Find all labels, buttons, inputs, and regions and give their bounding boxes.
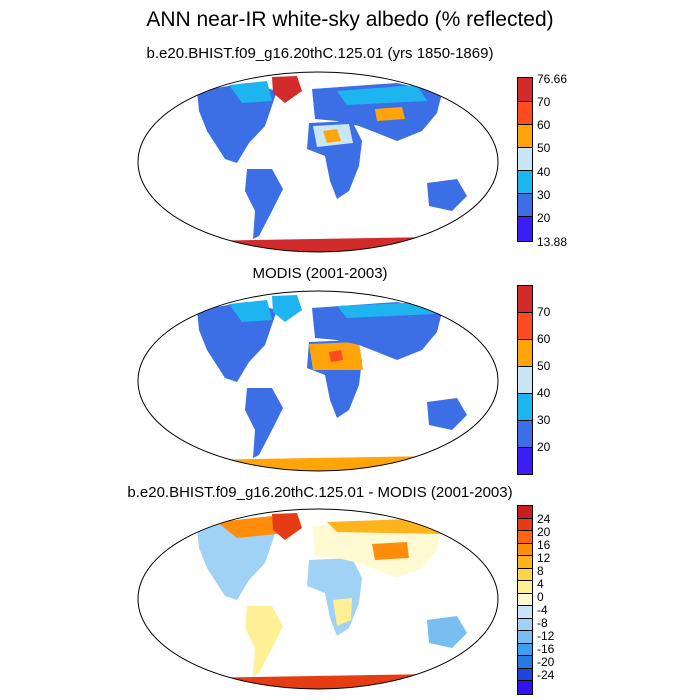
colorbar-1-seg-5 [518,171,532,194]
colorbar-3-tick: -8 [537,616,548,630]
colorbar-1-tick: 30 [537,188,551,202]
colorbar-1-tick: 20 [537,211,551,225]
colorbar-3-seg-6 [518,569,532,581]
colorbar-3-seg-14 [518,669,532,681]
colorbar-3-tick: -16 [537,642,555,656]
panel-2-colorbar [517,285,533,475]
colorbar-2-seg-2 [518,313,532,340]
colorbar-2-seg-7 [518,448,532,474]
colorbar-3-seg-15 [518,681,532,694]
colorbar-3-tick: 20 [537,525,551,539]
colorbar-3-seg-10 [518,619,532,631]
colorbar-2-tick: 70 [537,305,551,319]
colorbar-2-tick: 50 [537,359,551,373]
colorbar-3-tick: 8 [537,564,544,578]
panel-2-title: MODIS (2001-2003) [252,265,388,282]
colorbar-2-tick: 30 [537,413,551,427]
colorbar-3-tick: -24 [537,668,555,682]
colorbar-3-seg-4 [518,544,532,556]
colorbar-3-seg-13 [518,656,532,669]
panel-3-title: b.e20.BHIST.f09_g16.20thC.125.01 - MODIS… [127,484,513,501]
colorbar-3-seg-2 [518,519,532,531]
colorbar-2-seg-4 [518,367,532,394]
panel-1-title: b.e20.BHIST.f09_g16.20thC.125.01 (yrs 18… [146,45,494,62]
colorbar-3-seg-9 [518,606,532,619]
colorbar-1-tick: 40 [537,165,551,179]
colorbar-3-tick: -4 [537,603,548,617]
panel-3-colorbar [517,505,533,695]
colorbar-1-tick: 76.66 [537,72,568,86]
panel-1-colorbar [517,77,533,242]
main-title: ANN near-IR white-sky albedo (% reflecte… [146,8,554,31]
colorbar-1-seg-6 [518,194,532,217]
colorbar-2-tick: 20 [537,440,551,454]
colorbar-1-tick: 60 [537,118,551,132]
colorbar-1-seg-4 [518,148,532,171]
colorbar-3-seg-11 [518,631,532,644]
colorbar-3-tick: 24 [537,512,551,526]
colorbar-2-tick: 60 [537,332,551,346]
colorbar-1-seg-7 [518,217,532,241]
colorbar-1-tick: 70 [537,95,551,109]
colorbar-3-tick: -12 [537,629,555,643]
colorbar-2-seg-6 [518,421,532,448]
colorbar-1-seg-1 [518,78,532,102]
colorbar-2-seg-3 [518,340,532,367]
colorbar-1-seg-3 [518,125,532,148]
colorbar-2-tick: 40 [537,386,551,400]
colorbar-1-tick: 13.88 [537,235,568,249]
colorbar-1-tick: 50 [537,141,551,155]
panel-3-map [137,508,499,690]
panel-2-map [137,290,499,472]
colorbar-3-tick: 16 [537,538,551,552]
colorbar-3-tick: 12 [537,551,551,565]
panel-1-map [137,71,499,253]
colorbar-2-seg-5 [518,394,532,421]
colorbar-3-seg-7 [518,581,532,594]
colorbar-3-tick: -20 [537,655,555,669]
colorbar-3-seg-12 [518,644,532,656]
colorbar-3-seg-1 [518,506,532,519]
colorbar-1-seg-2 [518,102,532,125]
colorbar-3-tick: 0 [537,590,544,604]
colorbar-3-seg-5 [518,556,532,569]
colorbar-3-seg-3 [518,531,532,544]
colorbar-3-tick: 4 [537,577,544,591]
colorbar-2-seg-1 [518,286,532,313]
colorbar-3-seg-8 [518,594,532,606]
